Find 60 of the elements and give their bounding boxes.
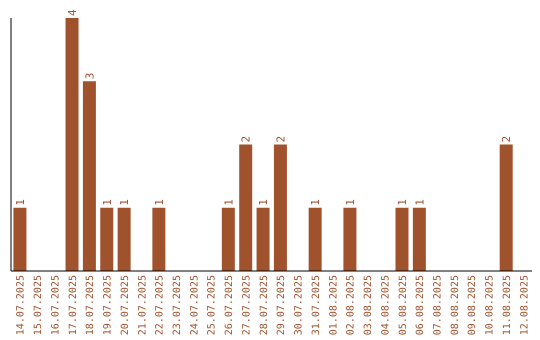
data-label: 2 [500, 136, 514, 142]
x-tick-label: 11.08.2025 [502, 275, 513, 336]
x-tick-label: 05.08.2025 [398, 275, 409, 336]
x-tick-label: 09.08.2025 [467, 275, 478, 336]
x-tick-label: 04.08.2025 [380, 275, 392, 336]
x-tick-label: 29.07.2025 [276, 275, 288, 336]
bar [396, 208, 408, 271]
data-label: 1 [344, 199, 357, 206]
x-tick-label: 07.08.2025 [432, 275, 444, 336]
x-tick-label: 25.07.2025 [206, 275, 218, 336]
bar [239, 144, 252, 271]
bar [256, 208, 270, 271]
bar [500, 144, 513, 271]
x-tick-label: 14.07.2025 [16, 275, 27, 336]
bar [66, 18, 79, 271]
data-label: 3 [83, 72, 96, 80]
x-tick-label: 19.07.2025 [102, 275, 114, 336]
x-tick-label: 26.07.2025 [224, 275, 236, 336]
bar [274, 144, 287, 271]
x-tick-label: 06.08.2025 [415, 275, 426, 336]
x-tick-label: 23.07.2025 [172, 275, 183, 336]
x-tick-label: 16.07.2025 [50, 275, 62, 336]
data-label: 1 [14, 199, 27, 206]
bar [100, 208, 114, 271]
x-tick-label: 02.08.2025 [346, 275, 357, 336]
bar [412, 208, 426, 271]
x-tick-label: 31.07.2025 [310, 275, 322, 336]
data-label: 1 [413, 199, 426, 206]
data-label: 1 [152, 199, 166, 206]
bar [222, 208, 235, 271]
x-tick-label: 08.08.2025 [450, 275, 461, 336]
x-tick-label: 24.07.2025 [189, 275, 200, 336]
x-tick-label: 30.07.2025 [294, 275, 305, 336]
bar [308, 208, 322, 271]
data-label: 1 [257, 199, 270, 206]
data-label: 2 [274, 136, 288, 142]
x-tick-label: 17.07.2025 [68, 275, 79, 336]
x-tick-label: 20.07.2025 [120, 275, 131, 336]
data-label: 1 [396, 199, 409, 206]
x-tick-label: 21.07.2025 [137, 275, 148, 336]
x-tick-label: 10.08.2025 [484, 275, 496, 336]
x-tick-label: 01.08.2025 [328, 275, 340, 336]
x-tick-label: 03.08.2025 [363, 275, 374, 336]
data-label: 1 [118, 199, 132, 206]
bar [118, 208, 131, 271]
x-tick-label: 12.08.2025 [519, 275, 530, 336]
x-tick-label: 18.07.2025 [85, 275, 96, 336]
x-tick-label: 22.07.2025 [154, 275, 166, 336]
x-tick-label: 28.07.2025 [258, 275, 270, 336]
data-label: 1 [100, 199, 114, 206]
data-label: 1 [222, 199, 236, 206]
bar [152, 208, 166, 271]
data-label: 1 [309, 199, 322, 206]
data-label: 2 [240, 136, 253, 142]
x-tick-label: 27.07.2025 [241, 275, 252, 336]
bar [82, 81, 96, 271]
bar [343, 208, 356, 271]
x-tick-label: 15.07.2025 [33, 275, 44, 336]
bar [13, 208, 26, 271]
data-label: 4 [66, 9, 80, 16]
